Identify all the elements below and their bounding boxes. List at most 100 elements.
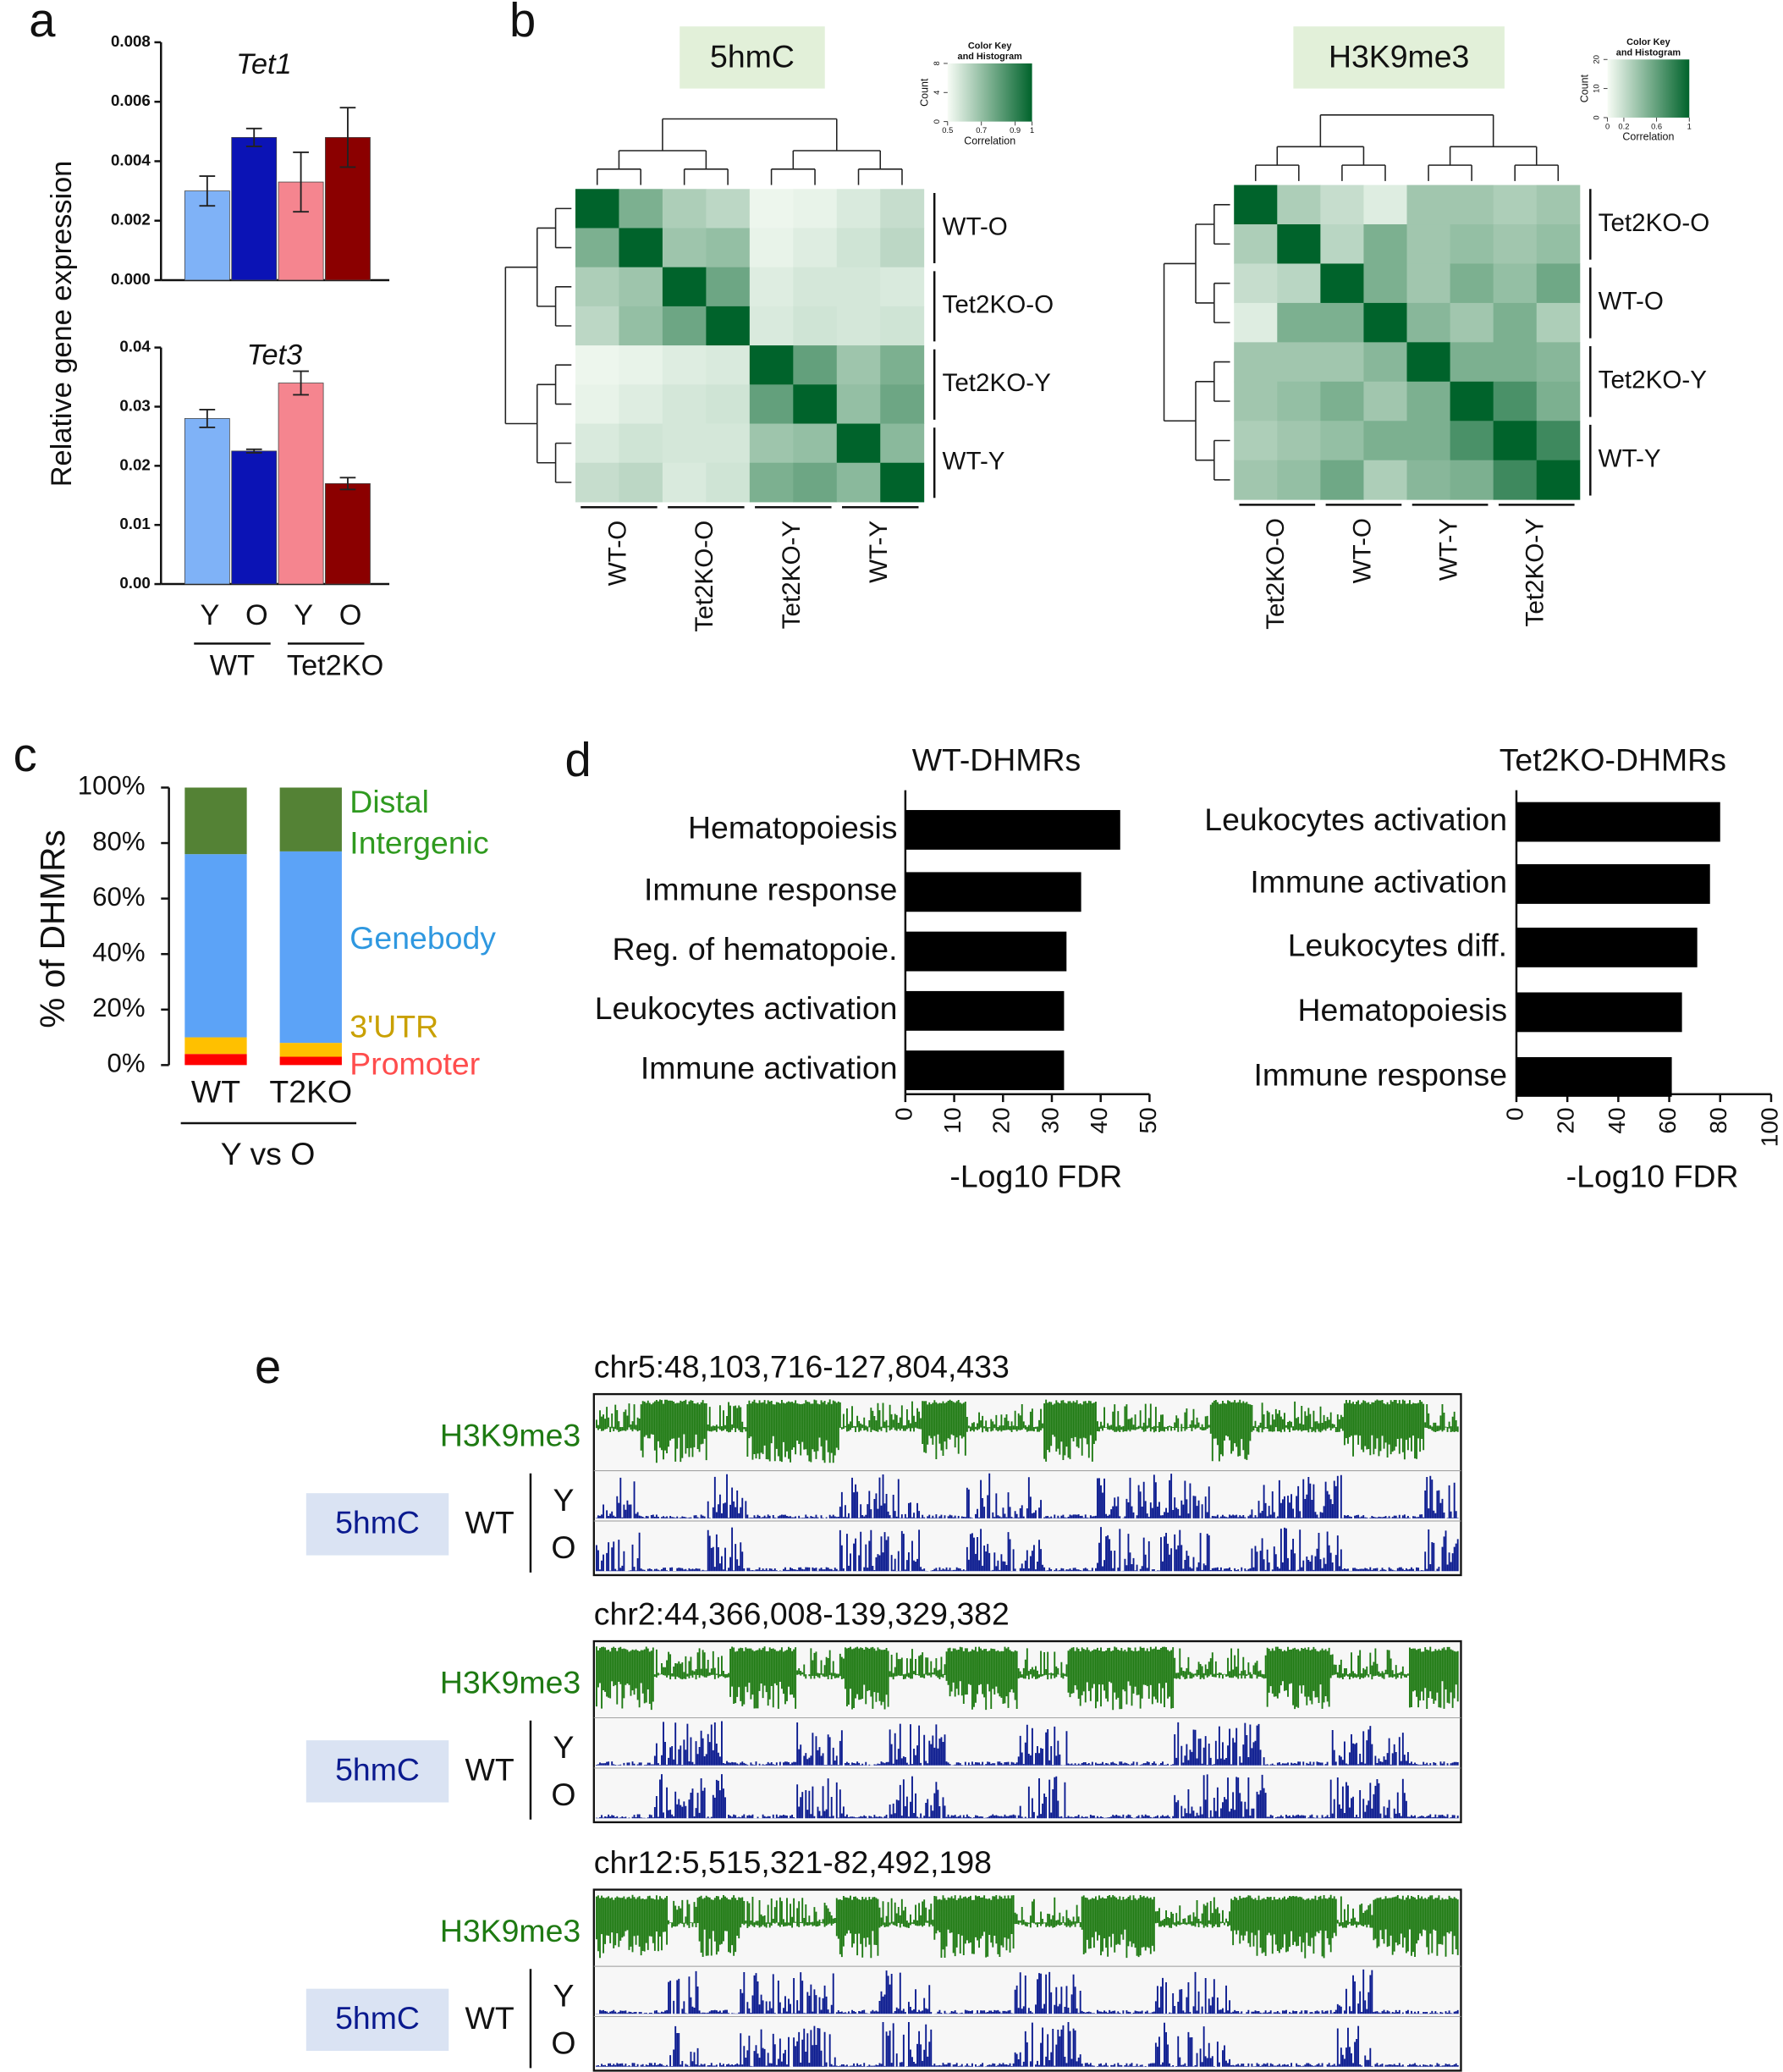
heatmap-cell bbox=[880, 384, 925, 424]
key-tick-label: 10 bbox=[1593, 84, 1601, 92]
y-tick-label: 0.04 bbox=[119, 338, 151, 355]
heatmap-cell bbox=[1234, 263, 1278, 304]
bar bbox=[905, 872, 1081, 912]
heatmap-cell bbox=[706, 189, 751, 229]
heatmap-cell bbox=[836, 345, 881, 385]
heatmap-cell bbox=[1320, 460, 1364, 500]
heatmap-cell bbox=[1320, 263, 1364, 304]
heatmap-cell bbox=[836, 189, 881, 229]
x-tick-label: 0 bbox=[890, 1107, 916, 1121]
group-label: Y vs O bbox=[221, 1136, 316, 1171]
heatmap-cell bbox=[1277, 185, 1321, 225]
heatmap-cell bbox=[793, 384, 838, 424]
x-tick-label: T2KO bbox=[269, 1074, 352, 1110]
heatmap-cell bbox=[1363, 263, 1407, 304]
heatmap-cell bbox=[1406, 185, 1451, 225]
bar bbox=[325, 482, 371, 585]
heatmap-cell bbox=[1450, 460, 1494, 500]
heatmap-cell bbox=[706, 306, 751, 346]
heatmap-cell bbox=[1363, 460, 1407, 500]
heatmap-cell bbox=[749, 189, 794, 229]
key-title: and Histogram bbox=[958, 52, 1023, 62]
heatmap-cell bbox=[1277, 224, 1321, 264]
key-tick-label: 0 bbox=[1605, 122, 1610, 130]
heatmap-cell bbox=[575, 267, 619, 307]
heatmap-cell bbox=[1406, 460, 1451, 500]
heatmap-cell bbox=[662, 189, 707, 229]
signal-track bbox=[595, 1473, 1459, 1518]
x-tick-label: O bbox=[339, 599, 362, 631]
row-label: Tet2KO-O bbox=[943, 291, 1054, 319]
heatmap-cell bbox=[1406, 421, 1451, 461]
heatmap-cell bbox=[1363, 381, 1407, 422]
heatmap-cell bbox=[793, 267, 838, 307]
y-tick-label: 0% bbox=[107, 1049, 145, 1078]
heatmap-cell bbox=[1363, 302, 1407, 343]
locus-label: chr12:5,515,321-82,492,198 bbox=[594, 1844, 992, 1880]
mark-box bbox=[305, 1988, 449, 2052]
mark-label: 5hmC bbox=[335, 1505, 420, 1540]
x-tick-label: O bbox=[245, 599, 268, 631]
heatmap-cell bbox=[836, 228, 881, 268]
panel-letter: d bbox=[565, 733, 592, 786]
chart-title: 5hmC bbox=[710, 38, 795, 74]
y-tick-label: Immune activation bbox=[641, 1050, 898, 1085]
bar-segment bbox=[279, 1043, 342, 1057]
key-x-label: Correlation bbox=[1622, 131, 1674, 143]
heatmap-cell bbox=[662, 306, 707, 346]
bar bbox=[905, 1050, 1065, 1091]
heatmap-cell bbox=[880, 306, 925, 346]
key-tick-label: 0.2 bbox=[1618, 122, 1629, 130]
heatmap-cell bbox=[619, 189, 663, 229]
heatmap-cell bbox=[1406, 342, 1451, 383]
key-x-label: Correlation bbox=[964, 135, 1015, 146]
heatmap-cell bbox=[1234, 421, 1278, 461]
heatmap-cell bbox=[749, 228, 794, 268]
title-box bbox=[1293, 26, 1505, 89]
chart-title: Tet2KO-DHMRs bbox=[1500, 742, 1726, 778]
y-axis-label: % of DHMRs bbox=[33, 829, 72, 1028]
key-tick-label: 1 bbox=[1030, 126, 1034, 135]
y-tick-label: 0.01 bbox=[119, 515, 150, 532]
heatmap-cell bbox=[1450, 342, 1494, 383]
key-tick-label: 8 bbox=[933, 61, 941, 65]
heatmap-cell bbox=[793, 462, 838, 503]
x-tick-label: WT bbox=[191, 1074, 240, 1110]
heatmap-cell bbox=[1450, 302, 1494, 343]
heatmap-cell bbox=[1450, 224, 1494, 264]
heatmap-cell bbox=[575, 462, 619, 503]
row-label: Tet2KO-Y bbox=[943, 369, 1052, 397]
heatmap-cell bbox=[749, 306, 794, 346]
bar bbox=[905, 931, 1067, 972]
bar bbox=[905, 810, 1120, 850]
key-tick-label: 0.9 bbox=[1010, 126, 1021, 135]
legend-entry: Genebody bbox=[349, 921, 496, 956]
bar-segment bbox=[184, 1037, 247, 1055]
legend-entry: 3'UTR bbox=[349, 1010, 438, 1045]
heatmap-cell bbox=[1277, 302, 1321, 343]
bar bbox=[1516, 802, 1720, 842]
x-tick-label: 0 bbox=[1501, 1107, 1527, 1121]
column-label: Tet2KO-Y bbox=[778, 521, 806, 630]
heatmap-cell bbox=[706, 423, 751, 464]
color-key bbox=[1607, 59, 1690, 118]
heatmap-cell bbox=[1277, 381, 1321, 422]
signal-label: H3K9me3 bbox=[440, 1417, 581, 1452]
bar bbox=[1516, 1056, 1672, 1097]
heatmap-cell bbox=[1320, 302, 1364, 343]
heatmap-cell bbox=[619, 345, 663, 385]
bar-segment bbox=[184, 854, 247, 1038]
heatmap-cell bbox=[575, 228, 619, 268]
mark-label: 5hmC bbox=[335, 2000, 420, 2036]
heatmap-cell bbox=[749, 462, 794, 503]
heatmap-cell bbox=[880, 228, 925, 268]
heatmap-cell bbox=[836, 306, 881, 346]
x-axis-label: -Log10 FDR bbox=[949, 1158, 1122, 1193]
panel-letter: a bbox=[29, 0, 56, 47]
key-tick-label: 0.5 bbox=[942, 126, 953, 135]
group-label: WT bbox=[210, 649, 255, 681]
mark-box bbox=[305, 1740, 449, 1803]
x-tick-label: 10 bbox=[939, 1107, 966, 1133]
